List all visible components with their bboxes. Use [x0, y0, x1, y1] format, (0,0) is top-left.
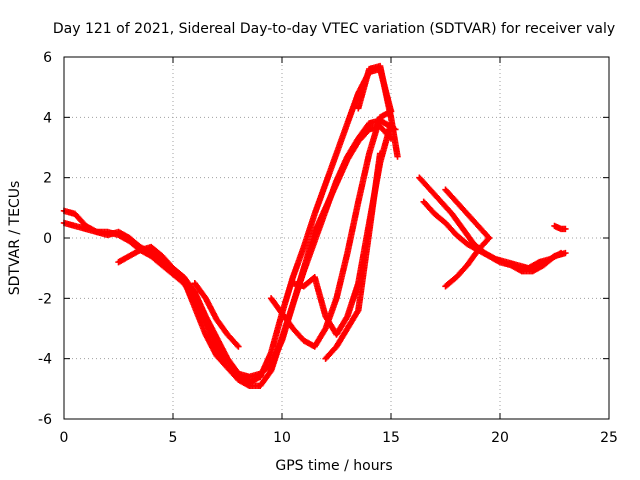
y-tick-label: 6 [43, 50, 52, 66]
x-tick-label: 25 [600, 430, 618, 446]
y-tick-label: -6 [38, 412, 52, 428]
x-tick-label: 20 [491, 430, 509, 446]
series-track-h [355, 62, 401, 160]
data-point [234, 342, 241, 349]
x-tick-label: 10 [273, 430, 291, 446]
data-point [235, 343, 242, 350]
y-tick-label: -2 [38, 291, 52, 307]
y-tick-label: 2 [43, 171, 52, 187]
y-tick-label: 0 [43, 231, 52, 247]
data-point [394, 153, 401, 160]
data-point [562, 225, 569, 233]
data-points [60, 62, 569, 390]
series-track-l [442, 234, 493, 290]
y-axis-label: SDTVAR / TECUs [7, 181, 23, 296]
data-point [376, 150, 384, 157]
chart-title: Day 121 of 2021, Sidereal Day-to-day VTE… [53, 21, 615, 37]
series-track-g [322, 150, 384, 362]
axes: 0 5 10 15 20 25 -6 -4 -2 0 2 4 6 [38, 50, 618, 446]
y-tick-label: 4 [43, 110, 52, 126]
data-point [562, 249, 569, 257]
grid-layer [64, 57, 609, 419]
x-tick-label: 0 [60, 430, 69, 446]
x-tick-label: 15 [382, 430, 400, 446]
data-point [484, 236, 492, 243]
series-track-m [551, 222, 569, 233]
series-track-c [115, 123, 395, 380]
x-tick-label: 5 [169, 430, 178, 446]
y-tick-label: -4 [38, 352, 52, 368]
data-point [485, 234, 493, 242]
x-axis-label: GPS time / hours [275, 458, 392, 474]
series-track-k [442, 186, 493, 242]
series-track-d [191, 280, 242, 350]
series-track-j [420, 198, 569, 275]
